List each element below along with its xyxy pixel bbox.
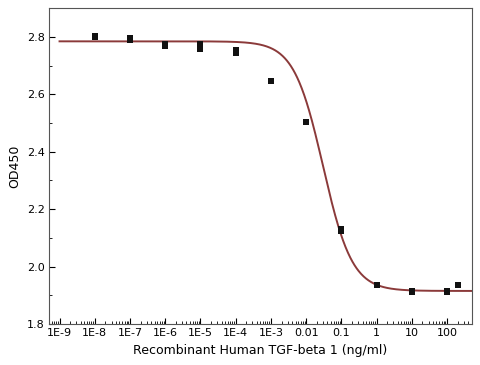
Point: [443, 289, 451, 295]
Point: [232, 50, 240, 56]
Point: [161, 41, 169, 47]
Point: [126, 35, 134, 41]
Point: [443, 288, 451, 294]
Point: [267, 78, 275, 84]
Point: [161, 43, 169, 49]
X-axis label: Recombinant Human TGF-beta 1 (ng/ml): Recombinant Human TGF-beta 1 (ng/ml): [133, 344, 387, 357]
Point: [91, 34, 98, 40]
Point: [373, 282, 381, 288]
Point: [337, 228, 345, 234]
Point: [197, 46, 204, 51]
Point: [197, 41, 204, 47]
Point: [91, 33, 98, 39]
Point: [302, 119, 310, 124]
Point: [408, 288, 416, 294]
Y-axis label: OD450: OD450: [8, 145, 21, 188]
Point: [126, 37, 134, 43]
Point: [454, 282, 461, 288]
Point: [337, 226, 345, 232]
Point: [408, 289, 416, 295]
Point: [232, 47, 240, 53]
